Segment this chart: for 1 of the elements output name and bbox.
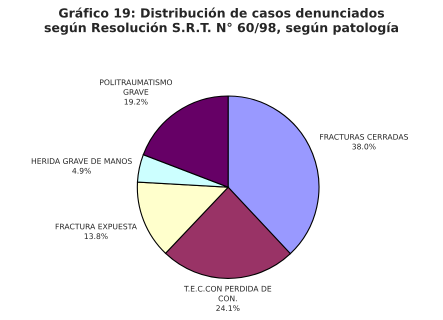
chart-title: Gráfico 19: Distribución de casos denunciados según Resolución S.R.T. N° 60/98, según patología: [44, 8, 398, 35]
